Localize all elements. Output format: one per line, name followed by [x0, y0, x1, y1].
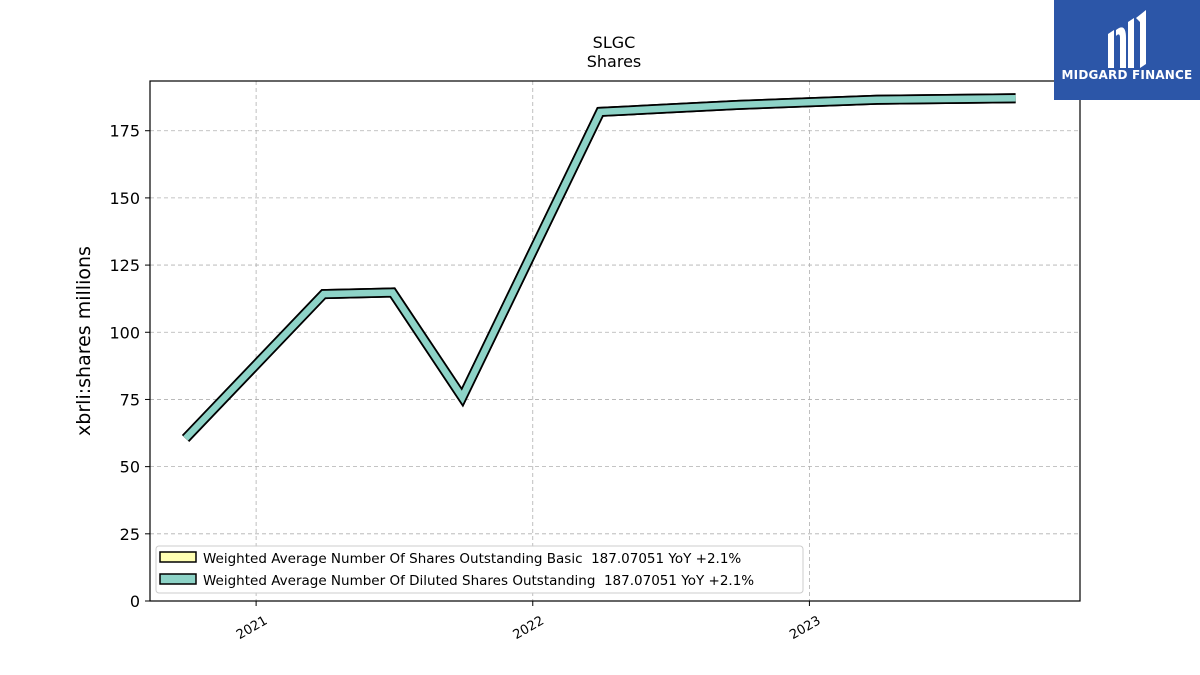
y-tick-label: 75 [120, 390, 140, 409]
chart-title: SLGC [593, 33, 636, 52]
legend-label-basic: Weighted Average Number Of Shares Outsta… [203, 551, 741, 567]
y-axis-ticks: 0 25 50 75 100 125 150 175 [109, 122, 150, 611]
series-layer [181, 93, 1016, 442]
legend: Weighted Average Number Of Shares Outsta… [155, 545, 804, 594]
series-outline-0 [181, 93, 1016, 442]
y-tick-label: 100 [109, 323, 140, 342]
y-tick-label: 0 [130, 592, 140, 611]
series-outline-1 [181, 93, 1016, 442]
legend-box [155, 545, 804, 594]
series-line-1 [183, 95, 1016, 441]
x-tick-label: 2023 [787, 613, 823, 643]
y-tick-label: 125 [109, 256, 140, 275]
x-tick-label: 2021 [234, 613, 270, 643]
y-tick-label: 150 [109, 189, 140, 208]
plot-frame [149, 80, 1081, 602]
x-axis-ticks: 2021 2022 2023 [234, 601, 823, 643]
y-tick-label: 25 [120, 525, 140, 544]
series-line-0 [183, 95, 1016, 441]
midgard-logo-icon [1108, 10, 1146, 68]
chart-subtitle: Shares [587, 52, 642, 71]
legend-swatch-diluted [159, 573, 197, 585]
y-axis-label: xbrli:shares millions [73, 246, 95, 436]
y-tick-label: 50 [120, 458, 140, 477]
grid-lines [150, 81, 1080, 601]
logo-text: MIDGARD FINANCE [1061, 68, 1193, 82]
legend-label-diluted: Weighted Average Number Of Diluted Share… [203, 573, 754, 589]
legend-swatch-basic [159, 551, 197, 563]
midgard-finance-logo: MIDGARD FINANCE [1054, 0, 1200, 100]
x-tick-label: 2022 [511, 613, 547, 643]
y-tick-label: 175 [109, 122, 140, 141]
